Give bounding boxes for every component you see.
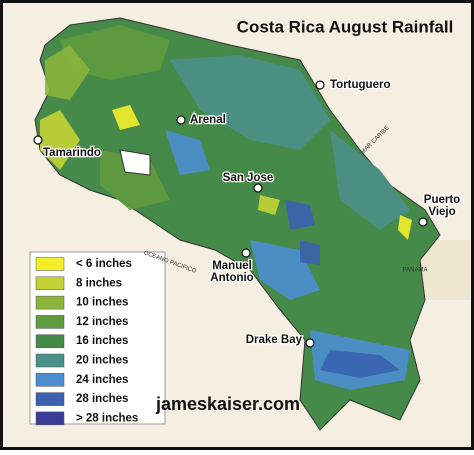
rainfall-zone (100, 150, 170, 210)
rainfall-zone (300, 240, 320, 265)
legend-label: < 6 inches (76, 258, 132, 270)
legend-swatch (35, 276, 65, 291)
legend-label: > 28 inches (76, 412, 138, 424)
place-label: Drake Bay (246, 334, 303, 346)
legend-label: 28 inches (76, 393, 128, 405)
place-label: San Jose (223, 172, 274, 184)
place-marker (176, 115, 186, 125)
place-marker (33, 135, 43, 145)
rainfall-zone (112, 105, 140, 130)
place-label: Arenal (190, 114, 226, 126)
place-marker (253, 183, 263, 193)
rainfall-zone (60, 25, 170, 80)
map-title: Costa Rica August Rainfall (237, 17, 454, 36)
place-label: Manuel (212, 260, 252, 272)
dry-area (119, 149, 151, 176)
rainfall-zone (258, 195, 280, 215)
place-label: Puerto (424, 194, 460, 206)
legend-swatch (35, 295, 65, 310)
place-label: Antonio (210, 272, 253, 284)
place-label: Viejo (428, 206, 455, 218)
rainfall-zone (45, 45, 90, 100)
rainfall-zone (330, 130, 410, 230)
legend-swatch (35, 392, 65, 406)
legend-label: 16 inches (76, 335, 128, 347)
legend-swatch (35, 353, 65, 368)
legend-label: 24 inches (76, 374, 128, 386)
rainfall-zone (170, 55, 330, 150)
sea-label: PANAMA (403, 268, 428, 274)
legend-swatch (35, 373, 65, 387)
place-marker (241, 248, 251, 258)
rainfall-zone (285, 200, 315, 230)
legend-swatch (35, 315, 65, 329)
legend-swatch (35, 257, 65, 271)
legend-swatch (35, 411, 65, 426)
place-marker (315, 80, 325, 90)
place-marker (305, 338, 315, 348)
rainfall-zone (320, 350, 400, 378)
place-label: Tortuguero (330, 79, 390, 91)
rainfall-zone (165, 130, 210, 175)
legend-label: 12 inches (76, 316, 128, 328)
rainfall-zone (40, 110, 80, 170)
place-marker (418, 217, 428, 227)
rainfall-zone (398, 215, 412, 240)
watermark: jameskaiser.com (155, 394, 300, 414)
place-label: Tamarindo (43, 147, 101, 159)
legend-swatch (35, 334, 65, 348)
legend-label: 20 inches (76, 355, 128, 367)
rainfall-zones (40, 25, 412, 390)
legend-label: 8 inches (76, 277, 122, 289)
legend-label: 10 inches (76, 297, 128, 309)
